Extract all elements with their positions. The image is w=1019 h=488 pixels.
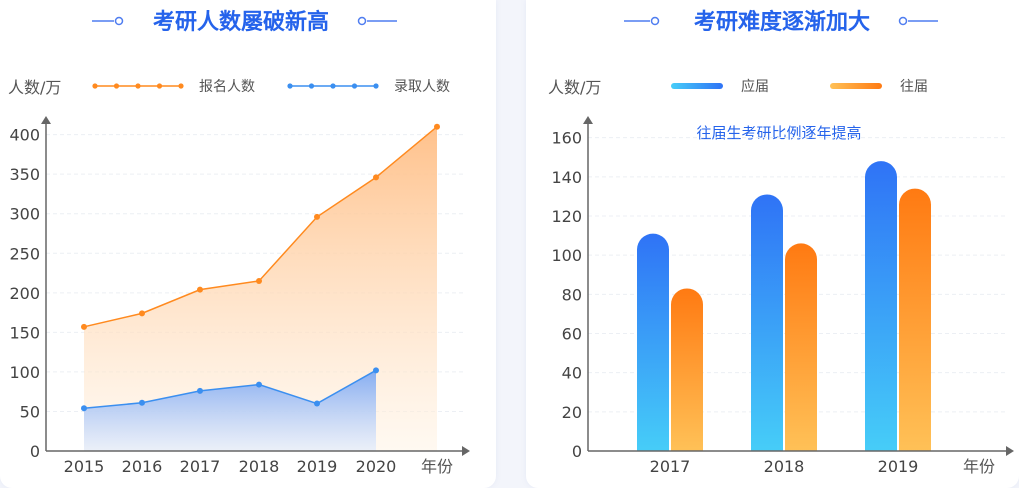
legend-dot (308, 83, 315, 89)
x-axis-label: 年份 (963, 457, 995, 476)
legend-dot (330, 83, 336, 89)
chart-annotation: 往届生考研比例逐年提高 (696, 124, 861, 142)
title-deco-dot-right (357, 16, 367, 26)
legend-dot (156, 83, 163, 89)
x-tick-label: 2018 (239, 457, 280, 476)
x-tick-label: 2016 (122, 457, 163, 476)
data-point (373, 367, 379, 374)
x-tick-label: 2020 (356, 457, 397, 476)
data-point (256, 381, 262, 388)
y-axis-label: 人数/万 (8, 78, 61, 97)
x-tick-label: 2017 (180, 457, 221, 476)
x-tick-label: 2015 (64, 457, 105, 476)
legend-label: 往届 (900, 79, 928, 95)
y-tick-label: 60 (562, 325, 582, 344)
legend-label: 应届 (741, 78, 769, 95)
y-tick-label: 50 (20, 402, 40, 421)
y-tick-label: 200 (9, 284, 40, 303)
data-point (434, 123, 440, 130)
bar-fresh (751, 194, 783, 452)
x-axis-arrow (462, 446, 470, 456)
title-deco-dot-right (898, 16, 908, 26)
y-tick-label: 140 (551, 168, 582, 187)
y-axis-arrow (41, 116, 51, 124)
legend-dot (92, 83, 98, 89)
x-tick-label: 2018 (764, 457, 805, 476)
y-tick-label: 0 (30, 442, 40, 461)
y-axis-label: 人数/万 (548, 78, 601, 97)
y-tick-label: 160 (551, 129, 582, 148)
x-tick-label: 2019 (297, 457, 338, 476)
data-point (139, 310, 145, 317)
data-point (256, 277, 262, 284)
chart-panel-registration: 考研人数屡破新高 人数/万 年份 报名人数 录取人数 0 50 100 150 200 25… (0, 0, 496, 488)
y-tick-label: 80 (562, 285, 582, 304)
legend-label: 录取人数 (394, 79, 450, 95)
legend-dot (373, 83, 379, 89)
y-tick-label: 0 (572, 442, 582, 461)
y-tick-label: 120 (551, 207, 582, 226)
data-point (373, 174, 379, 181)
y-tick-label: 100 (9, 363, 40, 382)
data-point (314, 213, 320, 220)
bar-previous (899, 188, 931, 452)
legend-dot (287, 83, 293, 89)
bar-fresh (637, 233, 669, 451)
chart-panel-difficulty: 考研难度逐渐加大 人数/万 年份 往届生考研比例逐年提高 应届 往届 0 20 40 6… (526, 0, 1019, 488)
title-deco-dot-left (650, 16, 660, 26)
x-axis-label: 年份 (421, 457, 453, 476)
x-tick-label: 2017 (650, 457, 691, 476)
x-axis-arrow (1006, 446, 1014, 456)
legend-dot (178, 83, 184, 89)
bar-previous (671, 288, 703, 451)
chart-title: 考研难度逐渐加大 (694, 9, 870, 35)
legend-label: 报名人数 (199, 79, 255, 95)
legend-dot (351, 83, 358, 89)
data-point (197, 387, 203, 394)
y-tick-label: 400 (9, 126, 40, 145)
series-area (84, 370, 376, 451)
difficulty-chart: 考研难度逐渐加大 人数/万 年份 往届生考研比例逐年提高 应届 往届 0 20 40 6… (548, 9, 1014, 476)
chart-title: 考研人数屡破新高 (153, 9, 329, 35)
y-tick-label: 20 (562, 403, 582, 422)
legend-dot (135, 83, 141, 89)
y-tick-label: 40 (562, 364, 582, 383)
series-line (83, 369, 377, 410)
data-point (139, 399, 145, 406)
data-point (197, 286, 203, 293)
title-deco-dot-left (114, 16, 124, 26)
legend-dot (113, 83, 120, 89)
legend-swatch (830, 83, 882, 89)
y-tick-label: 100 (551, 246, 582, 265)
y-tick-label: 250 (9, 244, 40, 263)
data-point (81, 405, 87, 412)
x-tick-label: 2019 (878, 457, 919, 476)
y-tick-label: 300 (9, 205, 40, 224)
bar-previous (785, 243, 817, 451)
legend-swatch (671, 83, 723, 89)
series-area (84, 126, 437, 452)
data-point (314, 400, 320, 407)
y-axis-arrow (583, 116, 593, 124)
y-tick-label: 350 (9, 165, 40, 184)
y-tick-label: 150 (9, 323, 40, 342)
bar-fresh (865, 161, 897, 451)
registration-chart: 考研人数屡破新高 人数/万 年份 报名人数 录取人数 0 50 100 150 200 25… (8, 9, 470, 476)
data-point (81, 323, 87, 330)
